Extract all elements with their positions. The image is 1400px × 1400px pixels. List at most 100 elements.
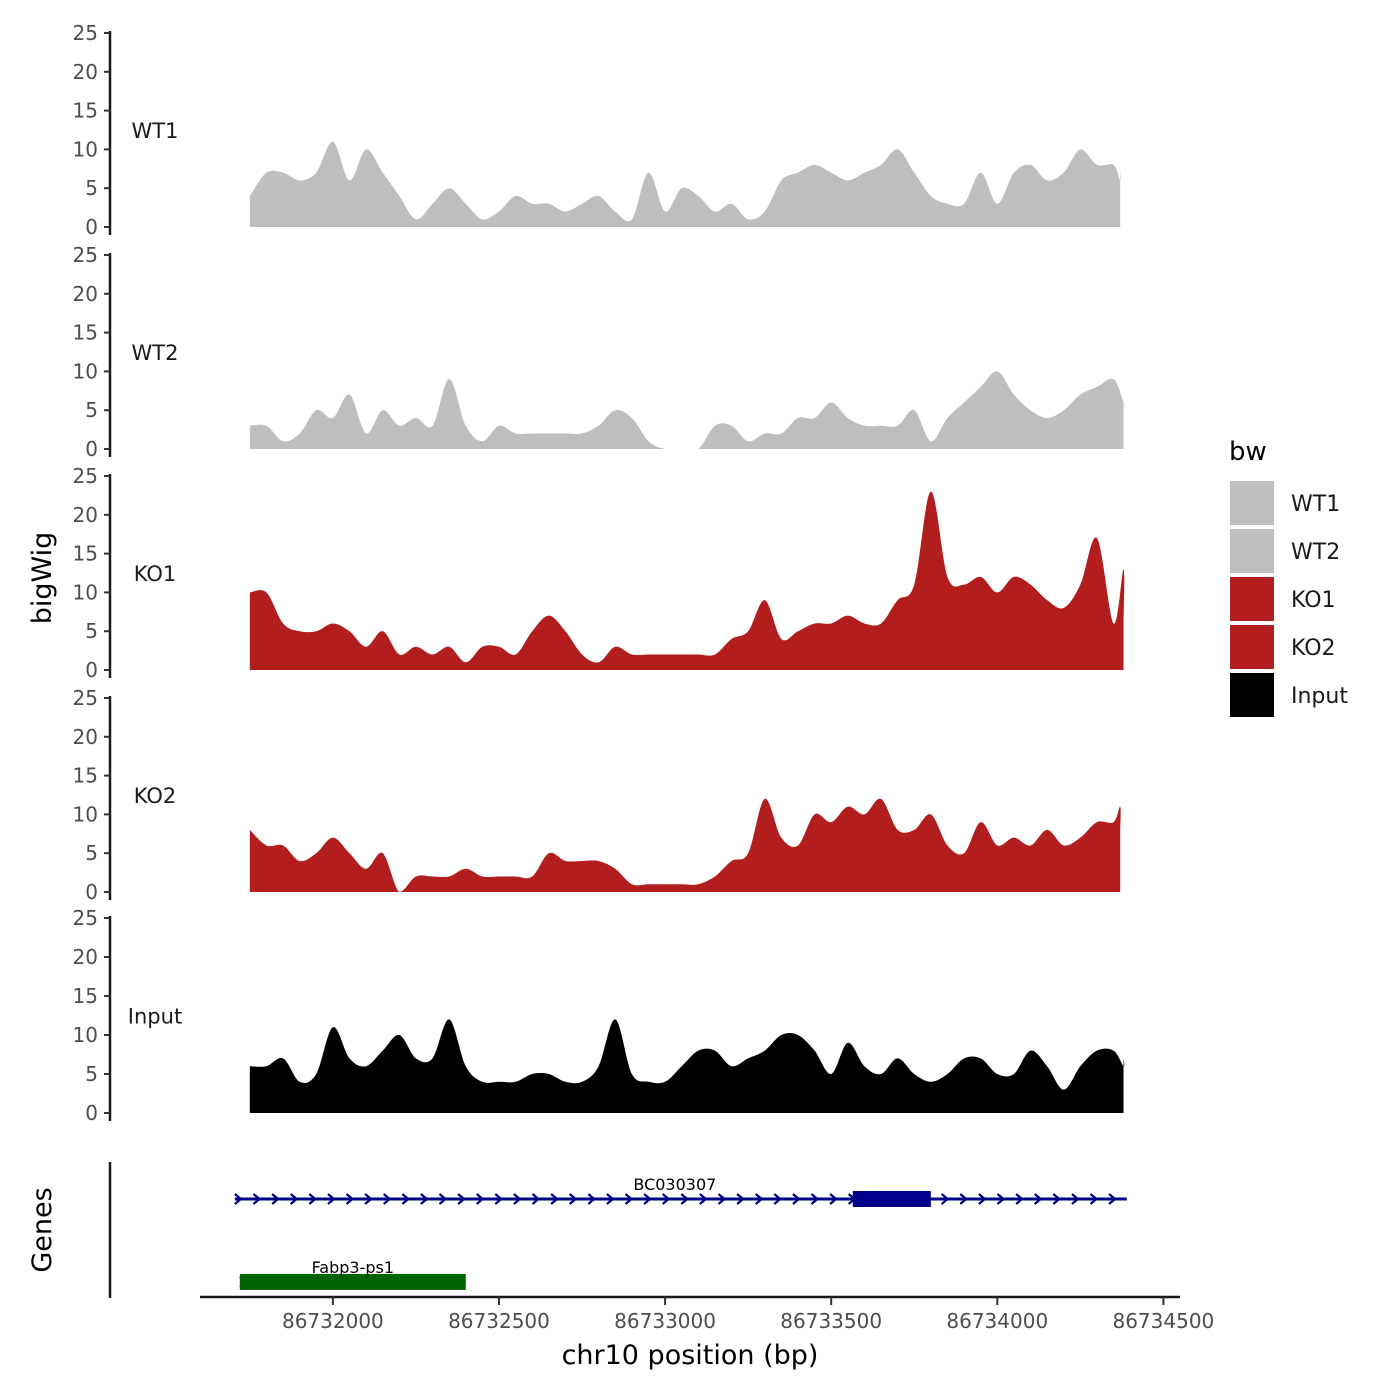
- y-tick-label: 0: [85, 215, 98, 239]
- legend-label: KO1: [1291, 588, 1336, 613]
- strand-arrow: [1052, 1193, 1061, 1205]
- legend-label: WT1: [1291, 492, 1340, 517]
- legend-item-input: Input: [1228, 671, 1348, 719]
- x-tick-label: 86734500: [1112, 1309, 1214, 1333]
- strand-arrow: [252, 1193, 262, 1205]
- y-tick-label: 5: [85, 398, 98, 422]
- y-tick-label: 0: [85, 1101, 98, 1125]
- strand-arrow: [643, 1193, 652, 1205]
- strand-arrow: [624, 1193, 634, 1205]
- gene-exon: [852, 1191, 931, 1207]
- strand-arrow: [1033, 1193, 1043, 1205]
- strand-arrow: [959, 1193, 968, 1205]
- strand-arrow: [327, 1193, 336, 1205]
- y-tick-label: 15: [73, 321, 98, 345]
- y-tick-label: 20: [73, 60, 98, 84]
- y-axis-title: bigWig: [27, 532, 58, 625]
- legend-swatch: [1228, 575, 1276, 623]
- y-tick-label: 20: [73, 503, 98, 527]
- strand-arrow: [234, 1193, 243, 1205]
- legend-swatch: [1228, 527, 1276, 575]
- strand-arrow: [978, 1193, 987, 1205]
- coverage-area: [249, 765, 1121, 892]
- track-label: WT2: [132, 341, 179, 365]
- legend-swatch: [1228, 623, 1276, 671]
- legend: bw WT1 WT2 KO1 KO2 Input: [1228, 437, 1348, 719]
- x-tick-label: 86734000: [946, 1309, 1048, 1333]
- x-axis-title: chr10 position (bp): [562, 1340, 819, 1371]
- legend-title: bw: [1229, 437, 1267, 467]
- strand-arrow: [773, 1193, 782, 1205]
- track-wt2: 0 5 10 15 20 25 WT2: [73, 243, 1125, 461]
- strand-arrow: [810, 1193, 820, 1205]
- coverage-tracks: 0 5 10 15 20 25 WT1 0 5 10 15 20 25 WT2 0 5 10 15 20 25 KO1 0…: [73, 21, 1125, 1125]
- y-tick-label: 0: [85, 437, 98, 461]
- strand-arrow: [494, 1193, 503, 1205]
- legend-item-ko1: KO1: [1228, 575, 1336, 623]
- coverage-area: [249, 317, 1125, 449]
- y-tick-label: 20: [73, 725, 98, 749]
- strand-arrow: [736, 1193, 745, 1205]
- legend-label: KO2: [1291, 636, 1336, 661]
- legend-label: WT2: [1291, 540, 1340, 565]
- strand-arrow: [475, 1193, 485, 1205]
- strand-arrow: [401, 1193, 410, 1205]
- strand-arrow: [308, 1193, 317, 1205]
- strand-arrow: [792, 1193, 801, 1205]
- y-tick-label: 20: [73, 945, 98, 969]
- strand-arrow: [754, 1193, 764, 1205]
- track-ko2: 0 5 10 15 20 25 KO2: [73, 686, 1121, 904]
- strand-arrow: [587, 1193, 596, 1205]
- y-tick-label: 5: [85, 841, 98, 865]
- track-label: Input: [128, 1005, 182, 1029]
- x-tick-label: 86732500: [448, 1309, 550, 1333]
- y-tick-label: 15: [73, 99, 98, 123]
- track-label: WT1: [132, 119, 179, 143]
- strand-arrow: [606, 1193, 615, 1205]
- y-tick-label: 5: [85, 1062, 98, 1086]
- legend-label: Input: [1291, 684, 1348, 709]
- strand-arrow: [420, 1193, 429, 1205]
- strand-arrow: [513, 1193, 522, 1205]
- legend-item-ko2: KO2: [1228, 623, 1336, 671]
- gene-bc030307: BC030307: [234, 1175, 1127, 1207]
- strand-arrow: [568, 1193, 578, 1205]
- y-tick-label: 0: [85, 658, 98, 682]
- x-tick-label: 86733000: [614, 1309, 716, 1333]
- strand-arrow: [661, 1193, 671, 1205]
- y-tick-label: 25: [73, 686, 98, 710]
- strand-arrow: [550, 1193, 559, 1205]
- strand-arrow: [457, 1193, 466, 1205]
- strand-arrow: [1089, 1193, 1099, 1205]
- strand-arrow: [531, 1193, 541, 1205]
- strand-arrow: [1015, 1193, 1024, 1205]
- legend-item-wt1: WT1: [1228, 479, 1340, 527]
- strand-arrow: [699, 1193, 708, 1205]
- y-tick-label: 10: [73, 580, 98, 604]
- y-tick-label: 10: [73, 359, 98, 383]
- y-tick-label: 25: [73, 21, 98, 45]
- strand-arrow: [829, 1193, 838, 1205]
- coverage-area: [249, 491, 1125, 670]
- x-axis: 86732000 86732500 86733000 86733500 86734000…: [200, 1295, 1214, 1333]
- y-tick-label: 15: [73, 764, 98, 788]
- strand-arrow: [717, 1193, 727, 1205]
- gene-exon: [239, 1274, 466, 1290]
- track-label: KO1: [134, 562, 177, 586]
- coverage-area: [249, 94, 1121, 227]
- strand-arrow: [680, 1193, 689, 1205]
- y-tick-label: 25: [73, 906, 98, 930]
- y-tick-label: 25: [73, 243, 98, 267]
- strand-arrow: [345, 1193, 355, 1205]
- y-tick-label: 0: [85, 880, 98, 904]
- strand-arrow: [940, 1193, 950, 1205]
- y-tick-label: 5: [85, 176, 98, 200]
- strand-arrow: [1071, 1193, 1080, 1205]
- coverage-area: [249, 1011, 1125, 1113]
- strand-arrow: [382, 1193, 392, 1205]
- track-label: KO2: [134, 784, 177, 808]
- gene-label: Fabp3-ps1: [312, 1258, 394, 1277]
- y-tick-label: 10: [73, 137, 98, 161]
- legend-swatch: [1228, 671, 1276, 719]
